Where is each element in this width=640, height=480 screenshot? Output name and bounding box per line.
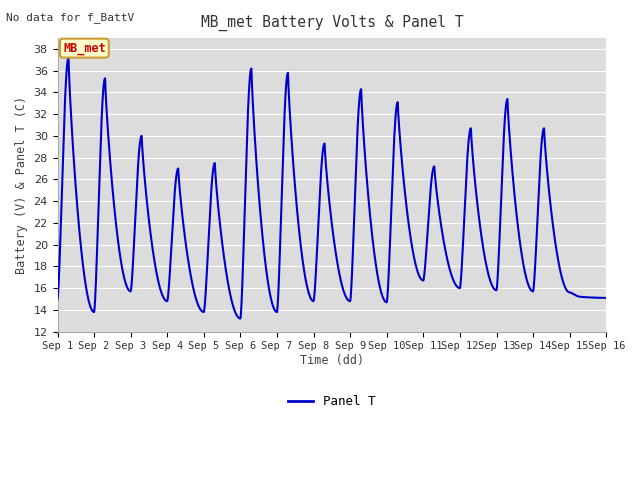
Title: MB_met Battery Volts & Panel T: MB_met Battery Volts & Panel T [200,15,463,31]
Text: MB_met: MB_met [63,42,106,55]
Y-axis label: Battery (V) & Panel T (C): Battery (V) & Panel T (C) [15,96,28,274]
Text: No data for f_BattV: No data for f_BattV [6,12,134,23]
Legend: Panel T: Panel T [283,390,381,413]
X-axis label: Time (dd): Time (dd) [300,354,364,367]
